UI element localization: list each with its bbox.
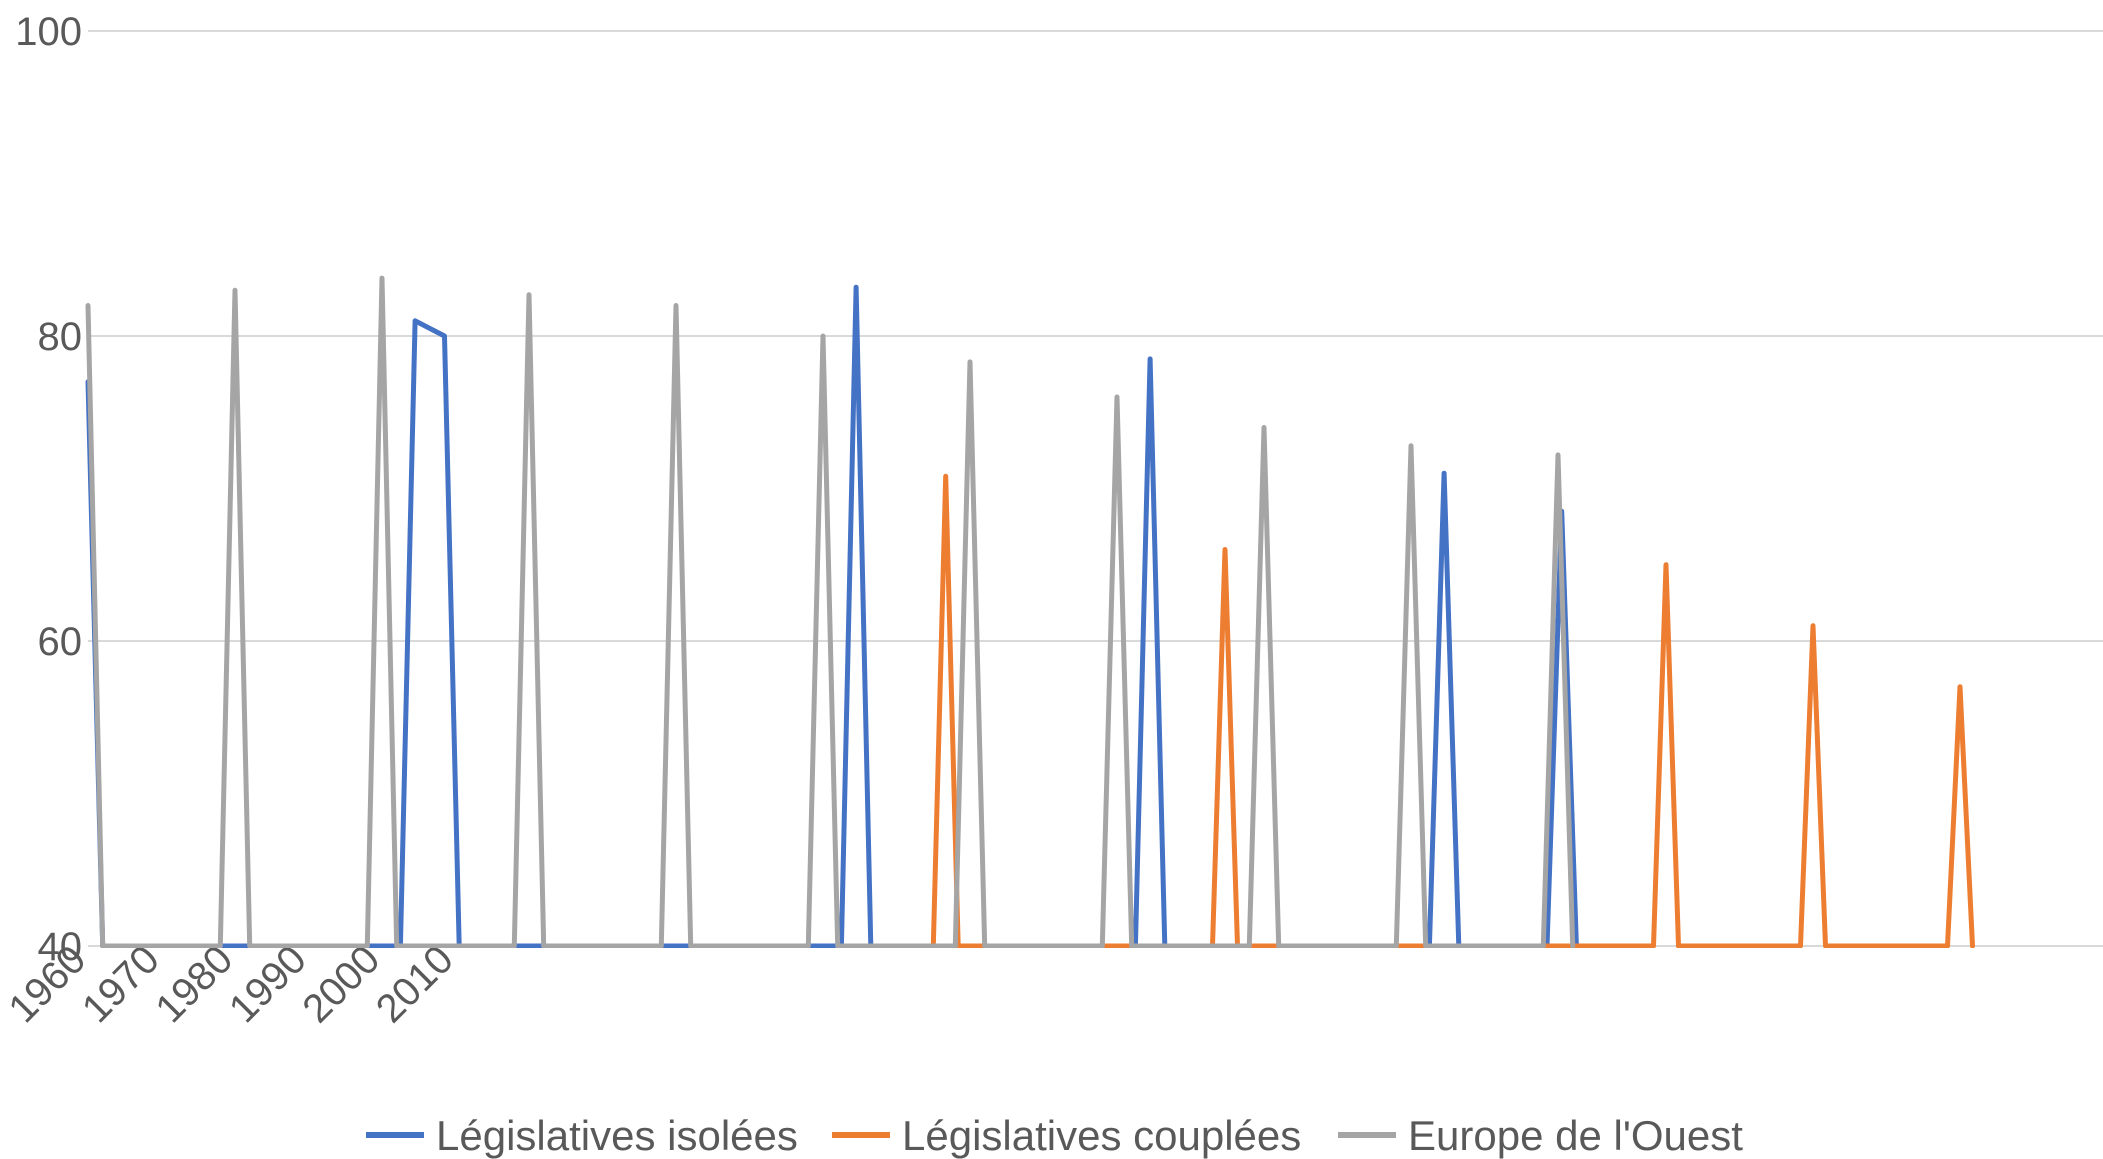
legend: Législatives isolées Législatives couplée…	[366, 1112, 1743, 1159]
y-tick-label: 100	[15, 10, 82, 54]
y-tick-label: 80	[38, 315, 83, 359]
x-tick-label: 2010	[368, 937, 462, 1031]
gridlines	[88, 30, 2103, 947]
x-tick-label: 1970	[74, 937, 168, 1031]
x-tick-label: 2000	[294, 937, 388, 1031]
series-lines	[85, 275, 1975, 948]
legend-label: Législatives isolées	[436, 1112, 798, 1159]
series-line-2	[85, 275, 1576, 948]
y-tick-label: 60	[38, 620, 83, 664]
y-tick-label: 40	[38, 925, 83, 969]
x-tick-label: 1990	[221, 937, 315, 1031]
legend-label: Législatives couplées	[902, 1112, 1301, 1159]
y-axis-tick-labels: 40 60 80 100	[15, 10, 82, 969]
legend-label: Europe de l'Ouest	[1408, 1112, 1743, 1159]
x-tick-label: 1980	[147, 937, 241, 1031]
